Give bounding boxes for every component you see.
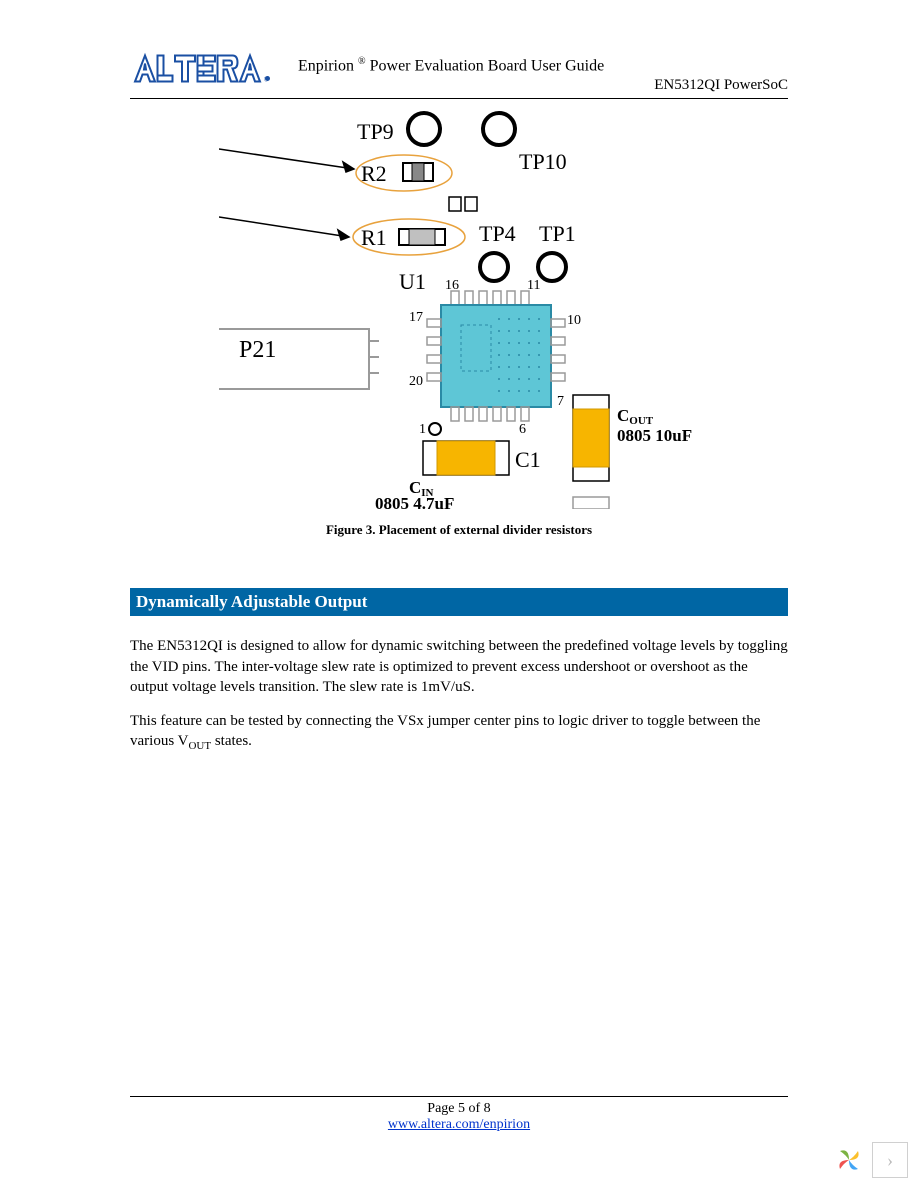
chip-u1 xyxy=(427,291,565,421)
svg-text:®: ® xyxy=(264,77,269,84)
pin-7: 7 xyxy=(557,394,564,409)
label-cout-value: 0805 10uF xyxy=(617,426,692,445)
header-title: Enpirion ® Power Evaluation Board User G… xyxy=(298,56,788,75)
label-c1: C1 xyxy=(515,447,541,472)
figure-caption: Figure 3. Placement of external divider … xyxy=(219,522,699,538)
page-number: Page 5 of 8 xyxy=(130,1101,788,1117)
chevron-right-icon: › xyxy=(887,1150,893,1171)
section-header: Dynamically Adjustable Output xyxy=(130,588,788,616)
label-u1: U1 xyxy=(399,269,426,294)
label-tp1: TP1 xyxy=(539,221,576,246)
page-footer: Page 5 of 8 www.altera.com/enpirion xyxy=(130,1096,788,1133)
pin-6: 6 xyxy=(519,422,526,437)
pin-1: 1 xyxy=(419,422,426,437)
next-button[interactable]: › xyxy=(872,1142,908,1178)
pin-11: 11 xyxy=(527,278,540,293)
label-r2: R2 xyxy=(361,161,387,186)
paragraph-1: The EN5312QI is designed to allow for dy… xyxy=(130,636,788,697)
label-cout: COUT xyxy=(617,406,654,427)
altera-logo: ® xyxy=(130,50,280,88)
label-tp9: TP9 xyxy=(357,119,394,144)
header-prefix: Enpirion xyxy=(298,57,354,74)
registered-mark: ® xyxy=(358,56,366,67)
figure-3: TP9 TP10 R2 R1 TP4 TP1 U1 xyxy=(219,109,699,538)
label-cin-value: 0805 4.7uF xyxy=(375,494,454,509)
label-r1: R1 xyxy=(361,225,387,250)
pcb-diagram: TP9 TP10 R2 R1 TP4 TP1 U1 xyxy=(219,109,699,509)
label-tp10: TP10 xyxy=(519,149,567,174)
paragraph-2: This feature can be tested by connecting… xyxy=(130,711,788,754)
pin-16: 16 xyxy=(445,278,459,293)
body-text: The EN5312QI is designed to allow for dy… xyxy=(130,636,788,754)
pin-10: 10 xyxy=(567,313,581,328)
page-header: ® Enpirion ® Power Evaluation Board User… xyxy=(130,50,788,99)
header-suffix: Power Evaluation Board User Guide xyxy=(370,57,605,74)
nav-widget: › xyxy=(834,1142,908,1178)
pinwheel-icon[interactable] xyxy=(834,1145,864,1175)
header-subtitle: EN5312QI PowerSoC xyxy=(298,77,788,94)
pin-20: 20 xyxy=(409,374,423,389)
footer-link[interactable]: www.altera.com/enpirion xyxy=(388,1117,530,1132)
label-p21: P21 xyxy=(239,337,276,363)
pin-17: 17 xyxy=(409,310,423,325)
label-tp4: TP4 xyxy=(479,221,516,246)
